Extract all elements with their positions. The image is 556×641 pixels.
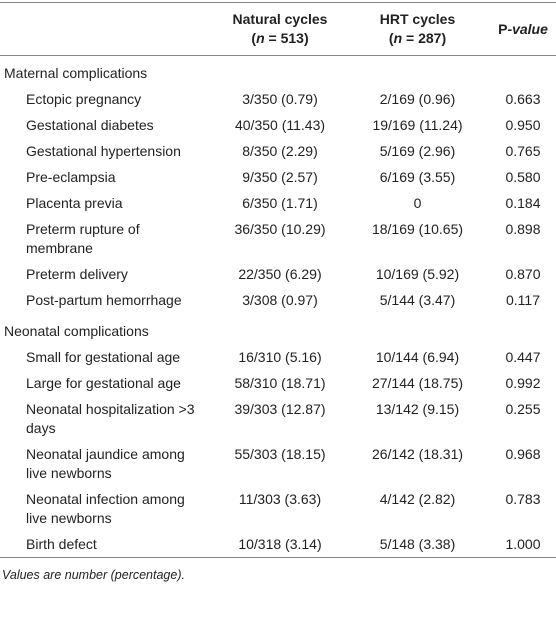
value-cell: 5/148 (3.38) [379,535,456,552]
value-cell: 10/169 (5.92) [375,266,460,282]
value-cell: 0.117 [506,292,540,308]
value-cell: 3/350 (0.79) [242,91,318,107]
header-row: Natural cycles (n = 513) HRT cycles (n = 28… [0,2,556,56]
header-text: ( [388,30,394,46]
header-text: = 513) [264,30,309,46]
header-text: n [256,30,265,46]
value-cell: 5/144 (3.47) [379,292,456,308]
header-text: -value [507,20,548,37]
value-cell: 5/169 (2.96) [379,143,456,159]
value-cell: 18/169 (10.65) [371,221,464,237]
value-cell: 0.663 [505,91,541,107]
header-text: P [498,20,508,37]
data-row: Preterm delivery 22/350 (6.29) 10/169 (5.9… [0,262,556,288]
data-row: Placenta previa 6/350 (1.71) 0 0.184 [0,191,556,217]
table-header: Natural cycles (n = 513) HRT cycles (n = 28… [0,2,556,56]
value-cell: 26/142 (18.31) [371,445,464,462]
row-label: Gestational diabetes [26,117,154,133]
value-cell: 0 [413,195,422,211]
data-table: Natural cycles (n = 513) HRT cycles (n = 28… [0,2,556,558]
data-row: Pre-eclampsia 9/350 (2.57) 6/169 (3.55) 0.5… [0,165,556,191]
row-label: Birth defect [26,535,97,552]
value-cell: 22/350 (6.29) [238,266,322,282]
value-cell: 19/169 (11.24) [372,117,463,133]
table-body: Maternal complications Ectopic pregnancy 3… [0,56,556,558]
value-cell: 27/144 (18.75) [371,374,464,391]
value-cell: 40/350 (11.43) [234,117,326,133]
data-row: Neonatal hospitalization >3 days 39/303 (… [0,396,556,441]
value-cell: 0.580 [505,169,541,185]
data-row: Ectopic pregnancy 3/350 (0.79) 2/169 (0.96… [0,87,556,113]
row-label: Pre-eclampsia [26,169,116,185]
row-label: Preterm rupture of membrane [26,221,140,256]
value-cell: 0.184 [505,195,541,211]
value-cell: 6/350 (1.71) [242,195,318,211]
row-label: Gestational hypertension [26,143,181,159]
value-cell: 0.447 [505,348,541,365]
data-row: Gestational hypertension 8/350 (2.29) 5/16… [0,139,556,165]
value-cell: 6/169 (3.55) [379,169,456,185]
value-cell: 55/303 (18.15) [234,445,326,462]
header-cell: Natural cycles (n = 513) [215,3,345,56]
value-cell: 0.870 [505,266,541,282]
value-cell: 4/142 (2.82) [379,490,456,507]
row-label: Neonatal infection among live newborns [26,490,185,526]
header-text: = 287) [402,30,447,46]
value-cell: 10/318 (3.14) [238,535,322,552]
header-text: n [393,30,403,46]
data-row: Post-partum hemorrhage 3/308 (0.97) 5/144 … [0,288,556,314]
row-label: Preterm delivery [26,266,128,282]
header-cell [0,3,215,56]
header-cell: P-value [490,3,556,56]
row-label: Large for gestational age [26,374,181,391]
row-label: Neonatal jaundice among live newborns [26,445,185,481]
header-cell: HRT cycles (n = 287) [345,3,490,56]
data-row: Birth defect 10/318 (3.14) 5/148 (3.38) 1.0… [0,531,556,558]
section-row: Maternal complications [0,56,556,87]
value-cell: 0.765 [505,143,541,159]
value-cell: 8/350 (2.29) [242,143,318,159]
value-cell: 0.783 [505,490,541,507]
data-row: Neonatal infection among live newborns 11… [0,486,556,531]
row-label: Small for gestational age [26,348,181,365]
data-row: Small for gestational age 16/310 (5.16) 10… [0,344,556,370]
value-cell: 0.992 [505,374,541,391]
header-text: Natural cycles [232,11,328,27]
value-cell: 2/169 (0.96) [379,91,456,107]
value-cell: 0.898 [505,221,541,237]
row-label: Placenta previa [26,195,123,211]
row-label: Post-partum hemorrhage [26,292,182,308]
value-cell: 1.000 [505,535,541,552]
value-cell: 11/303 (3.63) [238,490,322,507]
value-cell: 3/308 (0.97) [242,292,318,308]
value-cell: 13/142 (9.15) [375,400,460,417]
row-label: Neonatal hospitalization >3 days [26,400,195,436]
value-cell: 36/350 (10.29) [234,221,326,237]
section-title: Neonatal complications [4,322,149,339]
row-label: Ectopic pregnancy [26,91,142,107]
value-cell: 39/303 (12.87) [234,400,326,417]
value-cell: 16/310 (5.16) [238,348,322,365]
header-subtext: (n = 513) [221,29,339,48]
data-row: Gestational diabetes 40/350 (11.43) 19/169… [0,113,556,139]
header-subtext: (n = 287) [351,29,484,48]
value-cell: 0.950 [505,117,541,133]
value-cell: 0.968 [505,445,541,462]
section-title: Maternal complications [4,65,148,81]
value-cell: 0.255 [505,400,541,417]
value-cell: 9/350 (2.57) [242,169,318,185]
value-cell: 58/310 (18.71) [234,374,326,391]
section-row: Neonatal complications [0,314,556,345]
value-cell: 10/144 (6.94) [375,348,460,365]
header-text: HRT cycles [379,11,456,27]
header-text: ( [251,30,257,46]
data-row: Preterm rupture of membrane 36/350 (10.29… [0,217,556,262]
data-row: Large for gestational age 58/310 (18.71) 2… [0,370,556,396]
footnote: Values are number (percentage). [2,568,185,582]
data-row: Neonatal jaundice among live newborns 55/… [0,441,556,486]
